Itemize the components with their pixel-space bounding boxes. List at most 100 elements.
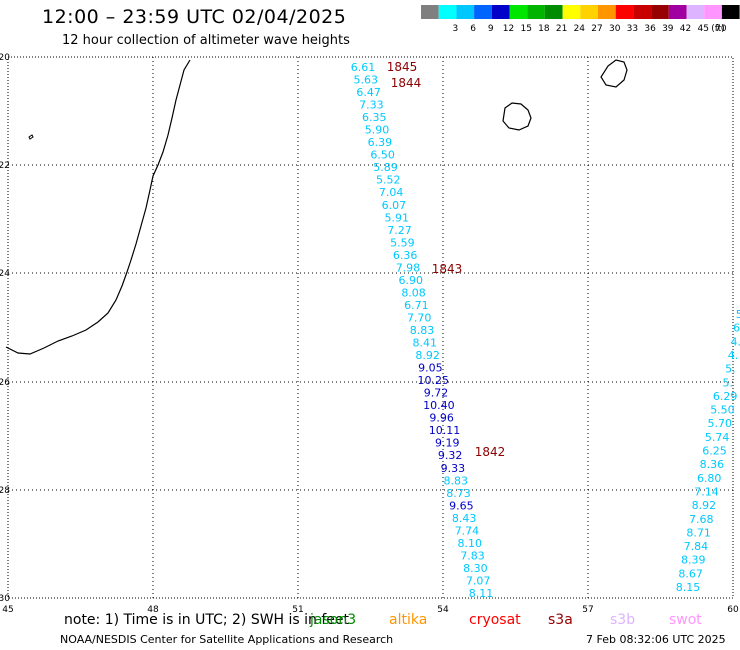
wave-height-value: 7.83 [460,549,485,562]
chart-title: 12:00 – 23:59 UTC 02/04/2025 [42,6,347,28]
wave-height-value: 7.04 [379,186,404,199]
legend-swatch [668,5,687,19]
islet-outline [28,134,34,140]
legend-swatch [633,5,652,19]
wave-height-value: 10.40 [423,399,455,412]
legend-swatch [491,5,510,19]
wave-height-value: 6.07 [382,199,407,212]
wave-height-value: 5.91 [384,211,409,224]
wave-height-value: 4. [728,349,739,362]
legend-tick-label: 15 [520,24,531,34]
wave-height-value: 7.33 [359,99,384,112]
wave-height-value: 5.90 [365,124,390,137]
time-label: 1843 [432,262,463,276]
legend-tick-label: 21 [556,24,567,34]
wave-height-value: 7.70 [407,311,432,324]
footer-note: note: 1) Time is in UTC; 2) SWH is in fe… [64,612,350,628]
lat-tick-label: -24 [0,269,10,279]
wave-height-value: 8.08 [401,286,426,299]
mauritius-island-outline [600,59,628,88]
wave-height-value: 9.19 [435,437,460,450]
color-legend: 3 6 9 12 15 18 21 24 27 30 33 36 39 42 45 70(ft) [421,5,740,34]
lat-tick-label: -26 [0,378,10,388]
legend-swatch [562,5,581,19]
wave-height-value: 6.35 [362,111,387,124]
legend-swatch [421,5,439,19]
wave-height-value: 7.74 [455,524,480,537]
lat-tick-label: -28 [0,486,10,496]
legend-tick-label: 27 [591,24,602,34]
wave-height-value: 7.98 [396,261,421,274]
lon-tick-label: 48 [147,605,159,615]
legend-tick-label: 18 [538,24,550,34]
wave-height-value: 6.39 [368,136,393,149]
source-credit: NOAA/NESDIS Center for Satellite Applica… [60,633,394,646]
legend-unit-label: (ft) [711,24,725,34]
wave-height-value: 9.72 [424,387,449,400]
legend-swatch [580,5,598,19]
wave-height-value: 6.61 [351,61,376,74]
chart-subtitle: 12 hour collection of altimeter wave hei… [62,33,350,48]
wave-height-value: 7.07 [466,574,491,587]
legend-swatch [527,5,545,19]
legend-tick-label: 3 [453,24,459,34]
satellite-label: cryosat [469,612,521,628]
wave-height-value: 8.73 [446,487,471,500]
wave-height-value: 5.63 [354,74,379,87]
satellite-label: s3a [548,612,573,628]
wave-height-value: 8.67 [678,567,703,580]
legend-tick-label: 36 [644,24,656,34]
wave-height-value: 7.84 [684,540,709,553]
time-label: 1844 [391,76,422,90]
legend-swatch [721,5,740,19]
wave-height-value: 6.90 [399,274,424,287]
lon-tick-label: 60 [727,605,739,615]
reunion-island-outline [502,102,532,131]
time-label: 1842 [475,445,506,459]
wave-height-value: 5.74 [705,431,730,444]
wave-height-value: 5.50 [710,404,735,417]
wave-height-value: 6.47 [356,86,381,99]
wave-height-value: 6.50 [370,149,395,162]
legend-swatch [438,5,457,19]
wave-height-value: 6.29 [713,390,738,403]
legend-swatch [651,5,669,19]
legend-swatch [686,5,705,19]
lon-tick-label: 45 [2,605,13,615]
wave-height-value: 8.11 [469,587,494,600]
wave-height-value: 8.39 [681,554,706,567]
wave-height-value: 6.80 [697,472,722,485]
legend-tick-label: 9 [488,24,494,34]
lat-tick-label: -30 [0,594,10,604]
wave-height-value: 9.65 [449,499,474,512]
wave-height-value: 7.14 [694,485,719,498]
wave-height-value: 10.11 [429,424,461,437]
time-label: 1845 [387,60,418,74]
wave-height-value: 6.25 [702,445,727,458]
satellite-label: s3b [610,612,636,628]
wave-height-value: 5.70 [708,417,733,430]
wave-height-value: 8.83 [443,474,468,487]
legend-swatch [598,5,616,19]
legend-swatch [704,5,722,19]
wave-height-value: 9.32 [438,449,463,462]
legend-swatch [509,5,528,19]
legend-swatch [544,5,563,19]
madagascar-coastline [5,59,191,355]
wave-height-value: 4. [730,335,740,348]
wave-height-value: 8.30 [463,562,488,575]
lon-tick-label: 54 [437,605,449,615]
wave-height-value: 8.10 [458,537,483,550]
legend-tick-label: 45 [697,24,708,34]
wave-height-value: 5. [725,363,736,376]
wave-height-value: 5.52 [376,174,401,187]
wave-height-value: 6.71 [404,299,429,312]
legend-tick-label: 70 [715,24,727,34]
wave-height-value: 10.25 [417,374,449,387]
satellite-label: swot [669,612,702,628]
wave-height-value: 8.71 [686,526,711,539]
wave-height-value: 8.92 [692,499,717,512]
legend-tick-label: 39 [662,24,674,34]
wave-height-value: 9.05 [418,362,443,375]
